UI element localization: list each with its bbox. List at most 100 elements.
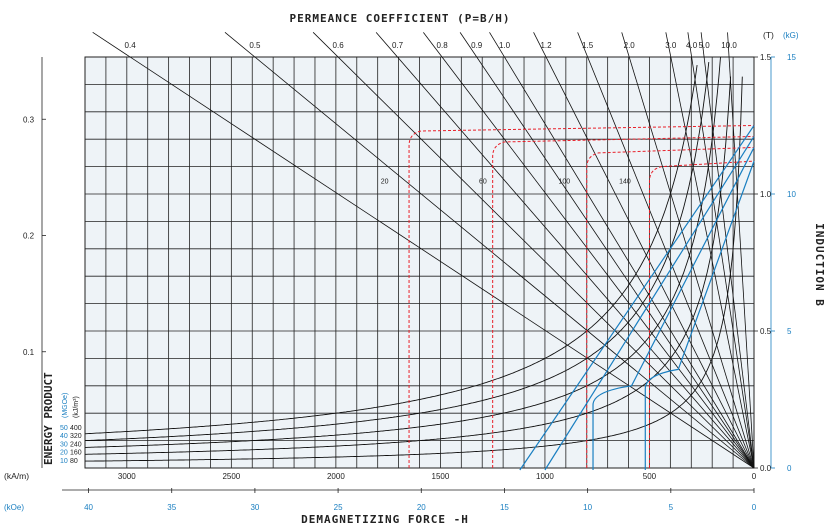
- permeance-line: [312, 32, 755, 469]
- energy-legend-mgoe: 40: [60, 433, 68, 440]
- energy-unit-mgoe: (MGOe): [62, 393, 69, 418]
- permeance-label: 0.9: [471, 41, 483, 50]
- j-curves: [408, 125, 755, 468]
- permeance-line: [489, 32, 755, 469]
- energy-legend-kj: 400: [70, 425, 82, 432]
- energy-curve: [84, 65, 698, 435]
- temperature-label: 100: [558, 178, 570, 185]
- x-tick-label: 2000: [327, 472, 345, 481]
- y-tick-label-kg: 10: [787, 190, 796, 199]
- permeance-line: [533, 32, 755, 469]
- permeance-label: 2.0: [624, 41, 636, 50]
- permeance-line: [224, 32, 755, 469]
- y-tick-label-kg: 5: [787, 327, 792, 336]
- energy-legend-mgoe: 10: [60, 458, 68, 465]
- x-tick-label: 3000: [118, 472, 136, 481]
- permeance-label: 1.2: [540, 41, 552, 50]
- left-tick-label: 0.1: [23, 348, 35, 357]
- permeance-line: [727, 32, 755, 469]
- koe-tick-label: 10: [583, 503, 592, 512]
- y-tick-label-t: 1.0: [760, 190, 772, 199]
- permeance-label: 0.6: [333, 41, 345, 50]
- temperature-label: 140: [619, 178, 631, 185]
- left-tick-label: 0.3: [23, 115, 35, 124]
- permeance-label: 1.0: [499, 41, 511, 50]
- j-curve: [586, 146, 755, 468]
- permeance-line: [621, 32, 755, 469]
- energy-curves: [84, 56, 743, 462]
- y-unit-kg: (kG): [783, 31, 799, 40]
- y-tick-label-t: 0.0: [760, 464, 772, 473]
- permeance-lines: [92, 32, 755, 469]
- permeance-line: [687, 32, 755, 469]
- j-curve: [648, 160, 755, 468]
- permeance-line: [423, 32, 755, 469]
- x-tick-label: 500: [643, 472, 657, 481]
- energy-legend-mgoe: 30: [60, 441, 68, 448]
- energy-legend-mgoe: 20: [60, 450, 68, 457]
- x-tick-label: 0: [752, 472, 757, 481]
- left-tick-label: 0.2: [23, 232, 35, 241]
- permeance-label: 0.4: [125, 41, 137, 50]
- energy-legend-kj: 240: [70, 441, 82, 448]
- axes: [41, 56, 775, 493]
- x-tick-label: 1500: [432, 472, 450, 481]
- energy-unit-kjm3: (kJ/m³): [73, 396, 80, 418]
- energy-legend-kj: 160: [70, 450, 82, 457]
- energy-curve: [85, 56, 721, 448]
- energy-legend-kj: 320: [70, 433, 82, 440]
- permeance-label: 3.0: [665, 41, 677, 50]
- permeance-label: 0.7: [392, 41, 404, 50]
- permeance-line: [375, 32, 755, 469]
- temperature-label: 20: [381, 178, 389, 185]
- y-axis-label-right: INDUCTION B: [813, 223, 826, 307]
- permeance-line: [577, 32, 755, 469]
- plot-border: [84, 56, 755, 469]
- b-curve: [592, 147, 755, 470]
- y-tick-label-t: 0.5: [760, 327, 772, 336]
- permeance-line: [700, 32, 755, 469]
- permeance-label: 0.8: [437, 41, 449, 50]
- grid: [84, 56, 755, 469]
- y-unit-t: (T): [763, 30, 774, 40]
- chart-title: PERMEANCE COEFFICIENT (P=B/H): [289, 12, 510, 25]
- b-curves: [519, 125, 755, 471]
- x-unit-koe: (kOe): [4, 503, 24, 512]
- energy-product-label: ENERGY PRODUCT: [42, 372, 55, 465]
- energy-legend-kj: 80: [70, 458, 78, 465]
- permeance-label: 5.0: [699, 41, 711, 50]
- koe-tick-label: 30: [250, 503, 259, 512]
- temperature-label: 60: [479, 178, 487, 185]
- b-curve: [644, 160, 755, 470]
- permeance-line: [92, 32, 755, 469]
- permeance-line: [459, 32, 755, 469]
- energy-curve: [85, 76, 732, 455]
- b-curve: [544, 136, 755, 471]
- b-curve: [519, 125, 755, 471]
- koe-tick-label: 5: [669, 503, 674, 512]
- y-tick-label-t: 1.5: [760, 53, 772, 62]
- labels: 0.4 0.5 0.6 0.7 0.8 0.9 1.0 1.2 1.5 2.0 3.0 4.0 5.0 1…: [23, 41, 796, 512]
- x-tick-label: 2500: [222, 472, 240, 481]
- permeance-label: 10.0: [721, 41, 737, 50]
- koe-tick-label: 40: [84, 503, 93, 512]
- koe-tick-label: 0: [752, 503, 757, 512]
- permeance-label: 4.0: [686, 41, 698, 50]
- koe-tick-label: 25: [334, 503, 343, 512]
- koe-tick-label: 20: [417, 503, 426, 512]
- y-tick-label-kg: 0: [787, 464, 792, 473]
- koe-tick-label: 15: [500, 503, 509, 512]
- permeance-label: 0.5: [249, 41, 261, 50]
- x-unit-kam: (kA/m): [4, 471, 29, 481]
- x-axis-label: DEMAGNETIZING FORCE -H: [301, 513, 469, 526]
- koe-tick-label: 35: [167, 503, 176, 512]
- j-curve: [492, 135, 755, 468]
- permeance-line: [665, 32, 755, 469]
- permeance-label: 1.5: [582, 41, 594, 50]
- x-tick-label: 1000: [536, 472, 554, 481]
- energy-curve: [85, 76, 743, 462]
- energy-legend-mgoe: 50: [60, 425, 68, 432]
- j-curve: [408, 125, 755, 468]
- y-tick-label-kg: 15: [787, 53, 796, 62]
